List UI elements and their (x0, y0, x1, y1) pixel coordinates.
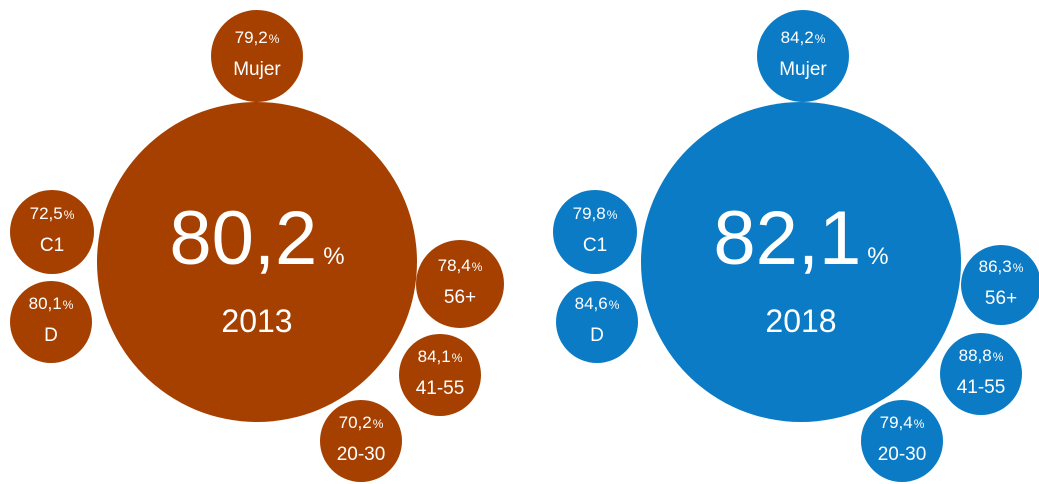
segment-bubble-20-30: 70,2% 20-30 (320, 400, 402, 482)
segment-bubble-c1: 79,8% C1 (553, 190, 637, 274)
main-label: 2013 (221, 303, 292, 339)
bubble-group-2018: 84,2% Mujer 79,8% C1 84,6% D 86,3% 56+ 88,8% 41-5… (553, 10, 1039, 482)
main-value: 80,2% (169, 196, 344, 281)
segment-20-30-value: 79,4% (880, 413, 925, 432)
main-bubble-2013: 80,2 % 2013 (97, 102, 417, 422)
segment-bubble-mujer: 84,2% Mujer (757, 10, 849, 102)
segment-56plus-label: 56+ (985, 288, 1017, 309)
segment-56plus-unit: % (1013, 261, 1024, 275)
segment-c1-label: C1 (40, 235, 64, 256)
segment-bubble-d: 80,1% D (10, 281, 92, 363)
main-circle (97, 102, 417, 422)
segment-c1-unit: % (607, 208, 618, 222)
segment-bubble-56plus: 78,4% 56+ (416, 240, 504, 328)
segment-bubble-41-55: 84,1% 41-55 (399, 334, 481, 416)
segment-56plus-label: 56+ (444, 287, 476, 308)
main-bubble-2018: 82,1 % 2018 (641, 102, 961, 422)
segment-d-value: 80,1% (29, 294, 74, 313)
segment-c1-circle (10, 190, 94, 274)
segment-20-30-unit: % (914, 417, 925, 431)
segment-20-30-label: 20-30 (878, 444, 927, 465)
segment-mujer-value: 84,2% (781, 28, 826, 47)
main-label: 2018 (765, 303, 836, 339)
segment-mujer-label: Mujer (779, 59, 827, 80)
segment-bubble-mujer: 79,2% Mujer (211, 10, 303, 102)
segment-56plus-value: 78,4% (438, 256, 483, 275)
segment-20-30-value: 70,2% (339, 413, 384, 432)
main-unit: % (867, 243, 888, 270)
segment-c1-value: 72,5% (30, 204, 75, 223)
segment-mujer-value: 79,2% (235, 28, 280, 47)
segment-d-circle (556, 281, 638, 363)
segment-c1-label: C1 (583, 235, 607, 256)
segment-41-55-unit: % (993, 350, 1004, 364)
segment-41-55-unit: % (452, 351, 463, 365)
segment-c1-unit: % (64, 208, 75, 222)
segment-56plus-value: 86,3% (979, 257, 1024, 276)
segment-56plus-circle (416, 240, 504, 328)
segment-20-30-label: 20-30 (337, 444, 386, 465)
segment-41-55-circle (940, 333, 1022, 415)
segment-41-55-label: 41-55 (957, 377, 1006, 398)
segment-d-value: 84,6% (575, 294, 620, 313)
segment-c1-circle (553, 190, 637, 274)
segment-41-55-value: 88,8% (959, 346, 1004, 365)
segment-mujer-unit: % (269, 32, 280, 46)
segment-20-30-circle (320, 400, 402, 482)
segment-20-30-unit: % (373, 417, 384, 431)
segment-56plus-unit: % (472, 260, 483, 274)
segment-41-55-circle (399, 334, 481, 416)
main-value: 82,1% (713, 196, 888, 281)
segment-41-55-value: 84,1% (418, 347, 463, 366)
segment-mujer-circle (757, 10, 849, 102)
segment-d-unit: % (609, 298, 620, 312)
main-circle (641, 102, 961, 422)
segment-mujer-circle (211, 10, 303, 102)
main-unit: % (323, 243, 344, 270)
segment-bubble-d: 84,6% D (556, 281, 638, 363)
segment-bubble-41-55: 88,8% 41-55 (940, 333, 1022, 415)
segment-mujer-unit: % (815, 32, 826, 46)
segment-d-unit: % (63, 298, 74, 312)
segment-41-55-label: 41-55 (416, 378, 465, 399)
segment-mujer-label: Mujer (233, 59, 281, 80)
segment-d-label: D (44, 325, 58, 346)
segment-d-label: D (590, 325, 604, 346)
segment-bubble-20-30: 79,4% 20-30 (861, 400, 943, 482)
segment-c1-value: 79,8% (573, 204, 618, 223)
segment-56plus-circle (961, 245, 1039, 325)
segment-20-30-circle (861, 400, 943, 482)
segment-bubble-c1: 72,5% C1 (10, 190, 94, 274)
bubble-group-2013: 79,2% Mujer 72,5% C1 80,1% D 78,4% 56+ 84,1% 41-5… (10, 10, 504, 482)
segment-bubble-56plus: 86,3% 56+ (961, 245, 1039, 325)
segment-d-circle (10, 281, 92, 363)
